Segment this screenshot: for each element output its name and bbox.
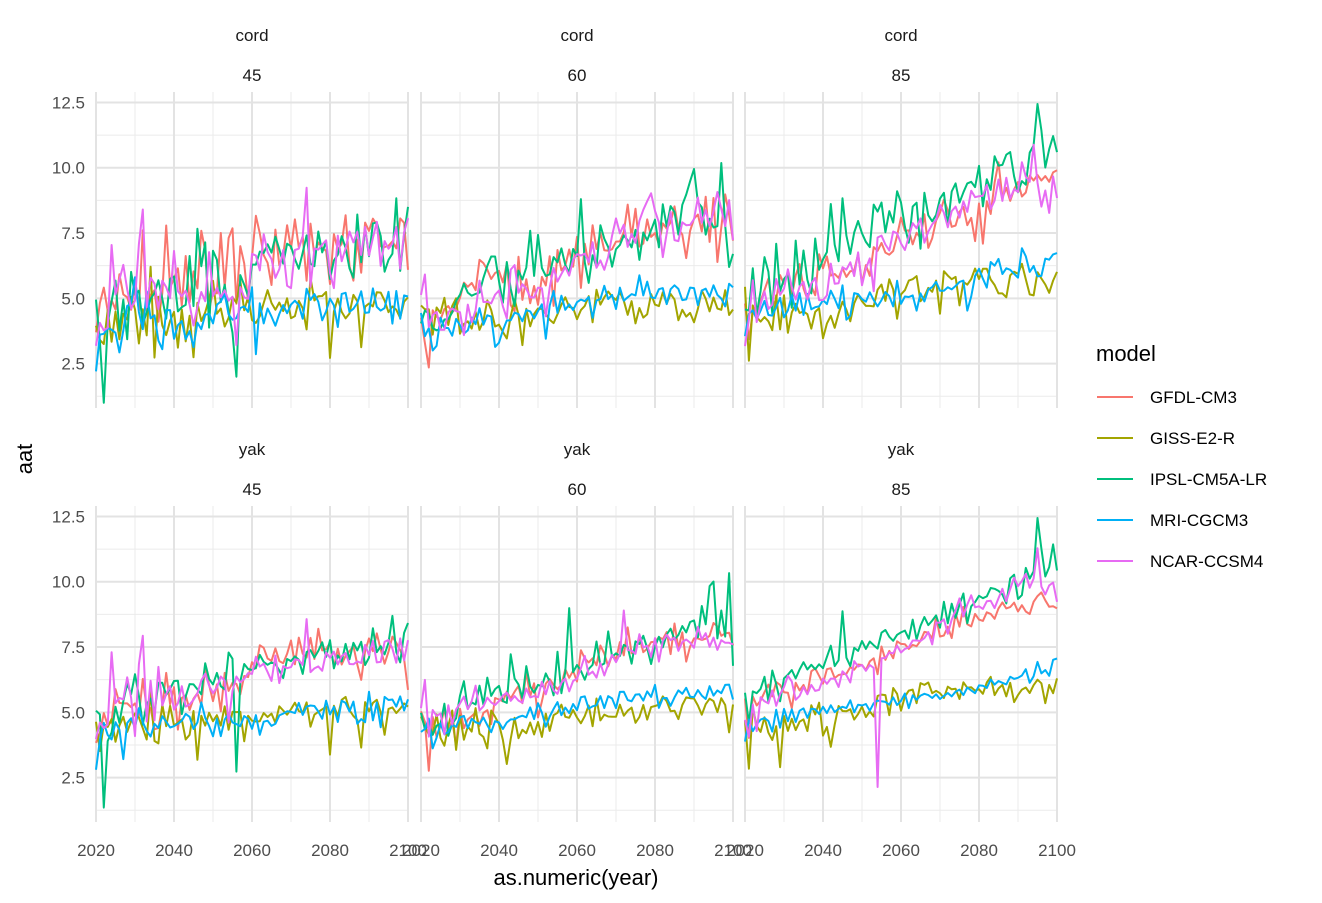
legend-entry: GFDL-CM3 [1097,388,1237,407]
y-tick-label: 2.5 [61,769,85,788]
x-tick-label: 2020 [402,841,440,860]
series-line-giss-e2-r [95,265,409,359]
series-line-ncar-ccsm4 [744,143,1058,347]
legend: model GFDL-CM3 GISS-E2-R IPSL-CM5A-LR MRI-C… [1096,341,1267,571]
legend-label: MRI-CGCM3 [1150,511,1248,530]
y-axis-title: aat [12,444,37,475]
y-tick-label: 10.0 [52,159,85,178]
series-line-mri-cgcm3 [744,657,1058,742]
strip-label-col: 60 [568,66,587,85]
series-line-ipsl-cm5a-lr [420,572,734,737]
series-line-ipsl-cm5a-lr [420,162,734,332]
series-line-gfdl-cm3 [744,591,1058,739]
legend-label: NCAR-CCSM4 [1150,552,1263,571]
series-line-ncar-ccsm4 [95,186,409,347]
y-tick-label: 7.5 [61,638,85,657]
strip-label-row: yak [239,440,266,459]
series-line-mri-cgcm3 [95,690,409,770]
strip-label-col: 45 [243,66,262,85]
series-line-mri-cgcm3 [744,247,1058,337]
strip-label-row: cord [560,26,593,45]
strip-label-col: 60 [568,480,587,499]
x-tick-label: 2060 [558,841,596,860]
series-line-ncar-ccsm4 [420,609,734,738]
strip-label-row: yak [888,440,915,459]
legend-entry: MRI-CGCM3 [1097,511,1248,530]
x-tick-label: 2020 [726,841,764,860]
x-tick-label: 2060 [233,841,271,860]
panel-yak-45 [95,506,409,822]
x-tick-label: 2040 [155,841,193,860]
legend-label: IPSL-CM5A-LR [1150,470,1267,489]
x-tick-label: 2020 [77,841,115,860]
x-tick-label: 2080 [311,841,349,860]
legend-title: model [1096,341,1156,366]
series-line-ncar-ccsm4 [420,191,734,337]
strip-label-col: 85 [892,66,911,85]
x-tick-label: 2080 [960,841,998,860]
series-line-gfdl-cm3 [420,622,734,772]
strip-labels: cord 45 cord 60 cord 85 yak 45 yak 60 yak 85 [235,26,917,499]
series-line-mri-cgcm3 [420,683,734,750]
panel-cord-60 [420,92,734,408]
series-line-giss-e2-r [744,675,1058,770]
strip-label-col: 45 [243,480,262,499]
y-tick-label: 5.0 [61,289,85,308]
legend-entries: GFDL-CM3 GISS-E2-R IPSL-CM5A-LR MRI-CGCM3 NC… [1097,388,1267,571]
panel-cord-85 [744,92,1058,408]
strip-label-row: cord [884,26,917,45]
x-tick-label: 2080 [636,841,674,860]
strip-label-row: cord [235,26,268,45]
panel-yak-85 [744,506,1058,822]
x-axis-title: as.numeric(year) [493,865,658,890]
panel-yak-60 [420,506,734,822]
series-line-giss-e2-r [420,288,734,347]
y-tick-label: 2.5 [61,355,85,374]
y-tick-label: 12.5 [52,93,85,112]
legend-entry: NCAR-CCSM4 [1097,552,1263,571]
strip-label-col: 85 [892,480,911,499]
series-line-ipsl-cm5a-lr [744,103,1058,316]
series-line-ncar-ccsm4 [95,618,409,740]
y-tick-label: 7.5 [61,224,85,243]
series-line-giss-e2-r [420,695,734,765]
x-tick-label: 2100 [1038,841,1076,860]
panels-layer [95,92,1058,822]
legend-entry: IPSL-CM5A-LR [1097,470,1267,489]
legend-label: GISS-E2-R [1150,429,1235,448]
y-tick-label: 12.5 [52,507,85,526]
series-line-ncar-ccsm4 [744,547,1058,788]
y-tick-label: 5.0 [61,703,85,722]
strip-label-row: yak [564,440,591,459]
x-tick-label: 2060 [882,841,920,860]
x-tick-label: 2100 [714,841,752,860]
x-tick-label: 2040 [804,841,842,860]
legend-entry: GISS-E2-R [1097,429,1235,448]
panel-cord-45 [95,92,409,408]
legend-label: GFDL-CM3 [1150,388,1237,407]
axes-tick-labels: 2.5 5.0 7.5 10.0 12.5 2.5 5.0 7.5 10.0 12.5 2020 20… [52,93,1076,860]
x-tick-label: 2040 [480,841,518,860]
x-tick-label: 2100 [389,841,427,860]
y-tick-label: 10.0 [52,573,85,592]
